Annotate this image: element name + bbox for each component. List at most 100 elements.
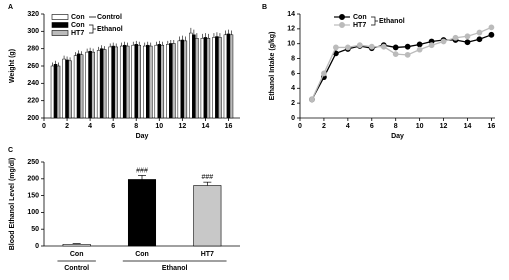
legend-swatch xyxy=(339,14,345,20)
bar xyxy=(53,64,58,119)
data-point xyxy=(488,31,495,38)
bar xyxy=(114,46,118,119)
y-tick-label: 10 xyxy=(287,41,295,48)
bar xyxy=(62,244,91,247)
bar xyxy=(137,44,141,119)
data-point xyxy=(428,42,435,49)
bar xyxy=(160,44,165,119)
bar xyxy=(131,44,135,119)
bar xyxy=(50,65,55,119)
y-tick-label: 4 xyxy=(291,85,295,92)
bar xyxy=(108,46,112,119)
bar xyxy=(172,43,176,119)
bar xyxy=(183,40,188,119)
legend-label: HT7 xyxy=(71,30,84,37)
legend-label: HT7 xyxy=(353,22,366,29)
series-line xyxy=(311,34,492,100)
y-tick-label: 250 xyxy=(27,159,39,166)
bar xyxy=(212,37,216,119)
data-point xyxy=(452,34,459,41)
y-tick-label: 220 xyxy=(27,98,39,105)
bar xyxy=(157,44,162,119)
y-tick-label: 12 xyxy=(287,26,295,33)
data-point xyxy=(368,43,375,50)
y-tick-label: 200 xyxy=(27,176,39,183)
data-point xyxy=(488,24,495,31)
bar xyxy=(143,45,147,119)
bar xyxy=(56,65,61,119)
x-tick-label: 4 xyxy=(88,123,92,130)
bar xyxy=(146,44,150,119)
bar xyxy=(154,44,159,119)
x-tick-label: 12 xyxy=(440,123,448,130)
legend-swatch xyxy=(339,22,345,28)
bar xyxy=(119,45,124,119)
x-tick-label: 8 xyxy=(134,123,138,130)
x-tick-label: 0 xyxy=(42,123,46,130)
data-point xyxy=(416,46,423,53)
bar xyxy=(200,38,205,119)
bar xyxy=(76,53,81,119)
data-point xyxy=(332,44,339,51)
bar xyxy=(166,44,170,119)
x-tick-label: 10 xyxy=(155,123,163,130)
bar xyxy=(180,39,185,119)
bar xyxy=(99,48,104,119)
data-point xyxy=(380,43,387,50)
panel-label: B xyxy=(262,4,267,11)
legend-group-label: Control xyxy=(97,14,122,21)
x-tick-label: 14 xyxy=(464,123,472,130)
bar xyxy=(206,38,211,119)
legend-swatch xyxy=(51,22,69,28)
bar xyxy=(229,34,234,119)
bar xyxy=(134,44,138,119)
data-point xyxy=(356,42,363,49)
legend-group-label: Ethanol xyxy=(379,18,405,25)
bar xyxy=(102,49,107,119)
annotation: ### xyxy=(136,167,148,174)
data-point xyxy=(476,36,483,43)
bar xyxy=(149,45,153,119)
x-tick-label: HT7 xyxy=(201,251,214,258)
x-tick-label: 8 xyxy=(394,123,398,130)
data-point xyxy=(464,39,471,46)
panel-label: C xyxy=(8,147,13,154)
bar xyxy=(73,55,78,119)
legend-swatch xyxy=(51,14,69,20)
bar xyxy=(223,34,228,119)
bar xyxy=(85,51,89,119)
x-tick-label: 10 xyxy=(416,123,424,130)
y-axis-label: Blood Ethanol Level (mg/dl) xyxy=(9,158,16,251)
x-tick-label: Con xyxy=(135,251,149,258)
legend-label: Con xyxy=(353,14,367,21)
data-point xyxy=(476,29,483,36)
y-axis-label: Ethanol Intake (g/kg) xyxy=(269,32,276,101)
bar xyxy=(203,37,208,119)
y-tick-label: 6 xyxy=(291,70,295,77)
x-tick-label: 16 xyxy=(225,123,233,130)
y-tick-label: 200 xyxy=(27,115,39,122)
x-tick-label: 12 xyxy=(178,123,186,130)
bar xyxy=(125,45,130,119)
y-tick-label: 300 xyxy=(27,28,39,35)
x-tick-label: 6 xyxy=(111,123,115,130)
x-axis-label: Day xyxy=(136,133,149,140)
bar xyxy=(96,50,101,119)
bar xyxy=(215,36,219,119)
x-tick-label: 2 xyxy=(65,123,69,130)
y-tick-label: 100 xyxy=(27,209,39,216)
group-label: Ethanol xyxy=(162,265,188,272)
y-tick-label: 0 xyxy=(35,243,39,250)
bar xyxy=(195,38,199,119)
data-point xyxy=(392,51,399,58)
bar xyxy=(79,54,84,119)
legend-group-label: Ethanol xyxy=(97,26,123,33)
data-point xyxy=(309,96,315,103)
bar xyxy=(169,43,173,119)
x-tick-label: 2 xyxy=(322,123,326,130)
x-axis-label: Day xyxy=(391,133,404,140)
bar xyxy=(122,44,127,119)
x-tick-label: 4 xyxy=(346,123,350,130)
y-axis-label: Weight (g) xyxy=(9,49,16,83)
